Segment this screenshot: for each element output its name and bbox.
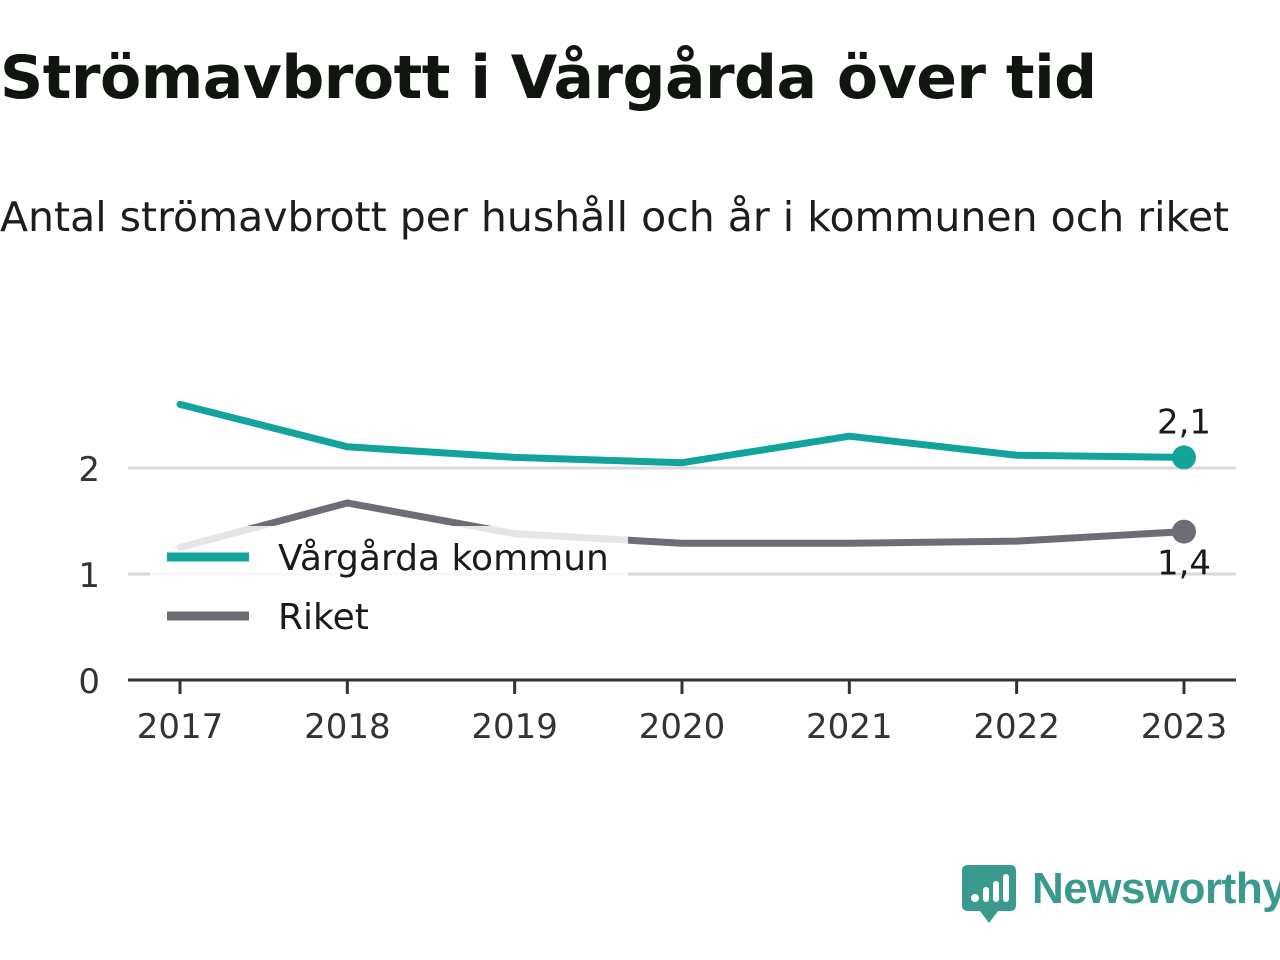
y-tick-label: 1 xyxy=(78,556,100,596)
series-line xyxy=(176,400,1188,467)
end-marker xyxy=(1171,519,1196,544)
x-tick-label: 2017 xyxy=(137,707,224,747)
x-axis: 2017 2018 2019 2020 2021 2022 2023 xyxy=(128,678,1236,747)
newsworthy-logo: Newsworthy xyxy=(962,862,1280,928)
legend-label: Vårgårda kommun xyxy=(278,538,609,579)
legend-label: Riket xyxy=(278,597,369,638)
chart-subtitle: Antal strömavbrott per hushåll och år i … xyxy=(0,193,1230,241)
y-tick-label: 2 xyxy=(78,450,100,490)
brand-name: Newsworthy xyxy=(1032,864,1280,913)
x-tick-label: 2021 xyxy=(806,707,893,747)
x-tick-label: 2022 xyxy=(973,707,1060,747)
y-tick-label: 0 xyxy=(78,662,100,702)
series-line xyxy=(176,499,1188,551)
series-lines xyxy=(176,400,1188,551)
end-marker xyxy=(1171,445,1196,470)
end-markers: 2,1 1,4 xyxy=(1157,402,1211,583)
newsworthy-logo-icon xyxy=(962,865,1016,923)
x-tick-label: 2020 xyxy=(639,707,726,747)
legend-background xyxy=(150,526,628,652)
x-tick-label: 2023 xyxy=(1141,707,1228,747)
end-value-label: 2,1 xyxy=(1157,402,1211,442)
x-tick-label: 2019 xyxy=(471,707,558,747)
x-tick-label: 2018 xyxy=(304,707,391,747)
chart-title: Strömavbrott i Vårgårda över tid xyxy=(0,43,1097,113)
legend: Vårgårda kommun Riket xyxy=(150,526,628,652)
y-axis-labels: 0 1 2 xyxy=(78,450,100,702)
end-value-label: 1,4 xyxy=(1157,544,1211,584)
